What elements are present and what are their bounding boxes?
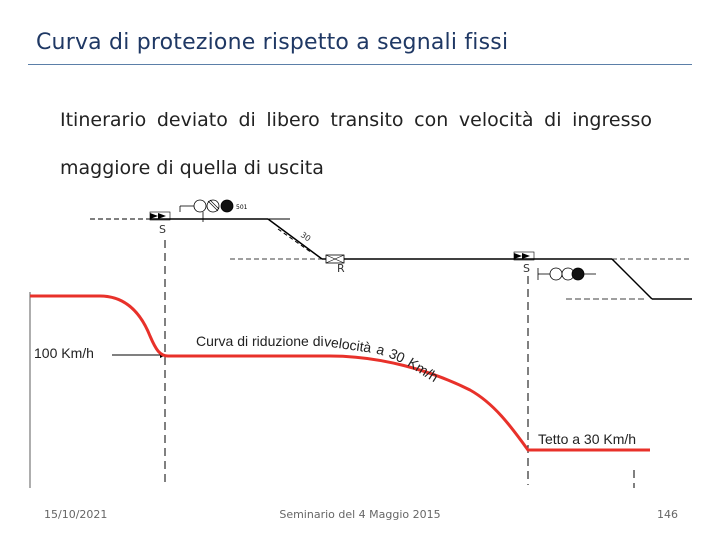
signal-s1-label: S — [159, 223, 166, 236]
curve-label: Curva di riduzione di — [196, 333, 324, 349]
speed-in-label: 100 Km/h — [34, 345, 94, 361]
curve-label-word: a — [375, 341, 387, 359]
protection-curve — [30, 294, 650, 452]
slide-body-text: Itinerario deviato di libero transito co… — [60, 109, 652, 179]
footer-center-text: Seminario del 4 Maggio 2015 — [279, 508, 441, 521]
slide-title: Curva di protezione rispetto a segnali f… — [36, 30, 509, 55]
diverging-track — [267, 218, 323, 260]
curve-label-word: velocità — [323, 333, 372, 355]
signal-s2-icon — [513, 251, 535, 261]
lower-diverging-track — [611, 258, 653, 300]
signal-head-2-icon — [537, 267, 596, 281]
signal-r-label: R — [337, 262, 345, 275]
switch-speed-label: 30 — [299, 230, 313, 243]
footer-date: 15/10/2021 — [44, 508, 108, 521]
signal-s2-label: S — [523, 262, 530, 275]
signal-r-icon — [325, 254, 345, 264]
curve-label-word: 30 — [387, 345, 408, 366]
signal-head-icon — [179, 199, 234, 222]
signal-code-label: 501 — [236, 204, 248, 211]
signal-s1-icon — [149, 211, 171, 221]
speed-protection-diagram: S 501 30 R S — [29, 199, 692, 488]
footer-page-number: 146 — [657, 508, 678, 521]
curve-label-word: Km/h — [405, 354, 441, 385]
title-divider — [28, 64, 692, 65]
ceiling-label: Tetto a 30 Km/h — [538, 431, 636, 447]
